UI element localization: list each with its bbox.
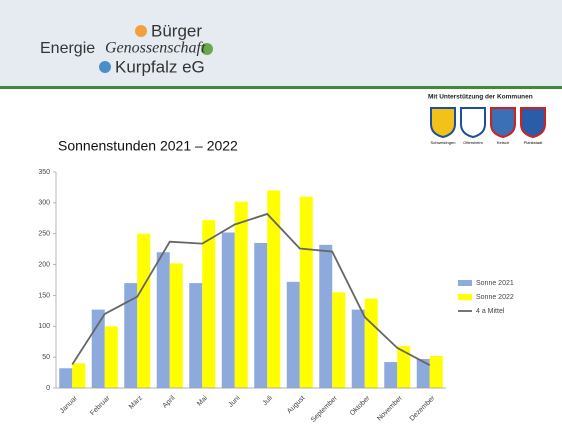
town: Oftersheim	[463, 140, 483, 145]
bar	[364, 298, 378, 388]
bar	[202, 220, 216, 388]
x-tick-label: September	[310, 394, 340, 424]
crests	[430, 107, 546, 139]
header-band	[0, 0, 562, 87]
bar	[299, 196, 313, 388]
legend-label: 4 a Mittel	[476, 308, 505, 315]
bar	[332, 292, 346, 388]
x-tick-label: Mai	[196, 394, 209, 407]
x-tick-label: Juli	[262, 394, 275, 407]
chart-title: Sonnenstunden 2021 – 2022	[58, 138, 238, 154]
x-tick-label: Juni	[227, 394, 241, 408]
logo-icon	[135, 25, 147, 37]
bar	[156, 252, 170, 388]
crest	[520, 107, 546, 139]
legend-swatch	[458, 294, 472, 300]
bar	[416, 358, 430, 388]
logo-text: Bürger	[151, 21, 202, 40]
crest	[430, 107, 456, 139]
y-tick-label: 250	[38, 231, 50, 238]
legend-swatch	[458, 280, 472, 286]
logo-icon	[99, 61, 111, 73]
logo-text: Genossenschaft	[105, 40, 206, 57]
bar	[137, 233, 151, 388]
y-tick-label: 350	[38, 169, 50, 176]
bar	[189, 283, 203, 388]
y-tick-label: 200	[38, 261, 50, 268]
town: Schwetzingen	[431, 140, 456, 145]
bar	[169, 263, 183, 388]
crest	[490, 107, 516, 139]
y-tick-label: 150	[38, 292, 50, 299]
y-tick-label: 100	[38, 323, 50, 330]
bar	[91, 309, 105, 388]
bar	[72, 363, 86, 388]
legend-label: Sonne 2022	[476, 294, 514, 301]
header-line	[0, 86, 562, 89]
x-tick-label: April	[162, 394, 177, 409]
logo-text: Energie	[40, 40, 95, 57]
x-tick-label: Oktober	[349, 394, 372, 417]
town: Ketsch	[497, 140, 509, 145]
bar	[429, 355, 443, 388]
legend-label: Sonne 2021	[476, 280, 514, 287]
bar	[384, 362, 398, 388]
bar	[234, 201, 248, 388]
bar	[254, 242, 268, 388]
logo-text: Kurpfalz eG	[115, 57, 205, 76]
x-tick-label: März	[128, 394, 144, 410]
bar	[397, 346, 411, 388]
line	[71, 212, 431, 366]
y-tick-label: 300	[38, 200, 50, 207]
x-tick-label: Januar	[59, 394, 80, 415]
bar	[221, 232, 235, 388]
x-tick-label: August	[286, 395, 306, 415]
bar	[319, 244, 333, 388]
town: Plankstadt	[524, 140, 544, 145]
x-tick-label: Dezember	[409, 394, 437, 422]
support-text: Mit Unterstützung der Kommunen	[428, 94, 533, 101]
crest	[460, 107, 486, 139]
x-tick-label: Februar	[89, 394, 112, 417]
bar	[267, 190, 281, 388]
bar	[104, 326, 118, 388]
bar	[286, 281, 300, 388]
bar	[59, 368, 73, 388]
bar	[124, 283, 138, 388]
y-tick-label: 0	[46, 385, 50, 392]
x-tick-label: November	[376, 394, 404, 422]
bar	[351, 309, 365, 388]
logo-icon	[201, 43, 213, 55]
y-tick-label: 50	[42, 354, 50, 361]
